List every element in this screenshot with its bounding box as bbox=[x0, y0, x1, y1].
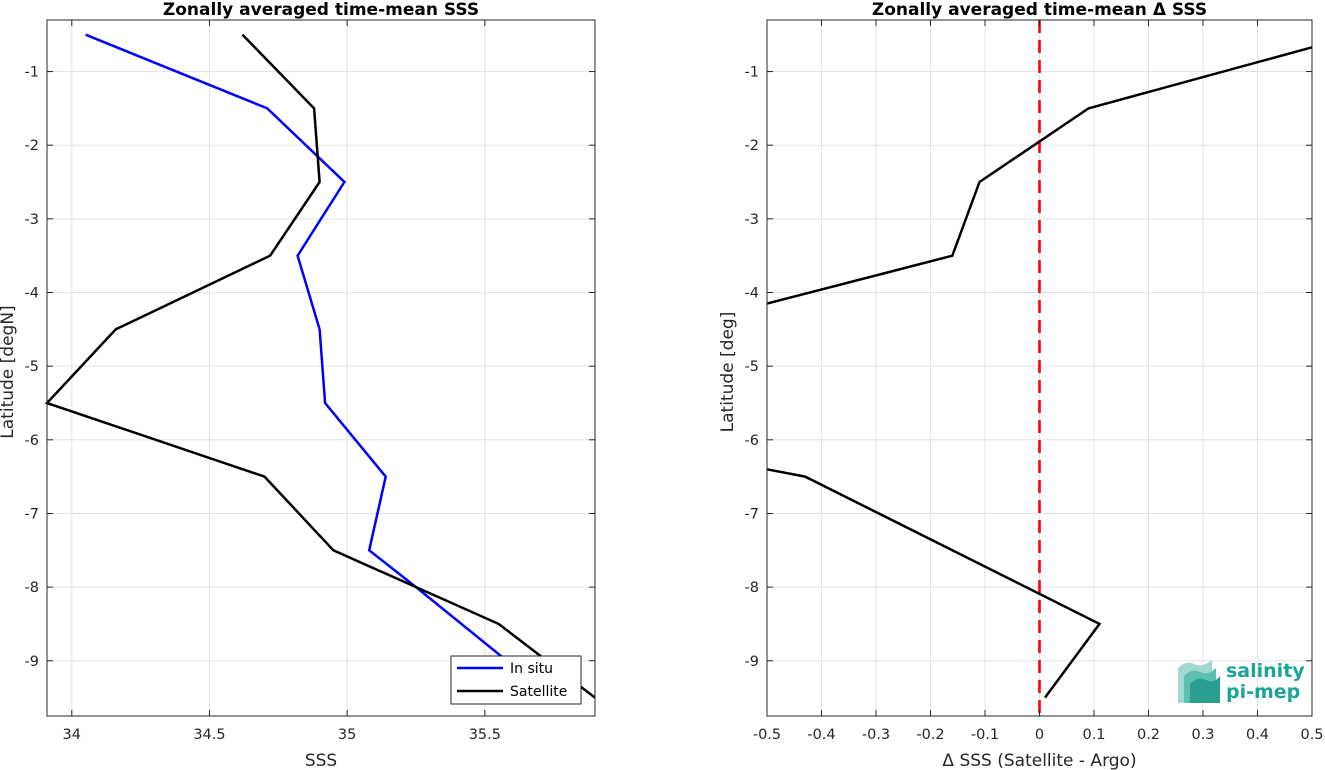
x-tick-label: 0.3 bbox=[1191, 727, 1214, 743]
x-tick-label: 0.5 bbox=[1300, 727, 1323, 743]
y-tick-label: -5 bbox=[25, 359, 39, 375]
x-tick-label: 34 bbox=[63, 727, 81, 743]
y-tick-label: -3 bbox=[745, 212, 759, 228]
x-tick-label: 0.4 bbox=[1246, 727, 1269, 743]
legend-label-in-situ: In situ bbox=[510, 661, 553, 677]
logo-line1: salinity bbox=[1226, 660, 1305, 682]
delta-sss-x-axis-label: Δ SSS (Satellite - Argo) bbox=[942, 751, 1136, 770]
legend: In situ Satellite bbox=[450, 655, 582, 705]
logo-line2: pi-mep bbox=[1226, 681, 1300, 703]
x-tick-label: 35 bbox=[338, 727, 356, 743]
delta-sss-lines bbox=[766, 20, 1313, 716]
sss-ticks: 34 34.5 35 35.5 -1 -2 -3 -4 -5 -6 -7 -8 -9 bbox=[25, 20, 595, 743]
series-line-satellite bbox=[44, 33, 596, 699]
series-line-segment-0 bbox=[766, 46, 1313, 305]
y-tick-label: -6 bbox=[745, 433, 759, 449]
x-tick-label: -0.5 bbox=[753, 727, 781, 743]
legend-box bbox=[450, 655, 582, 705]
sss-y-axis-label: Latitude [degN] bbox=[0, 305, 18, 438]
legend-label-satellite: Satellite bbox=[510, 684, 567, 700]
sss-panel: 34 34.5 35 35.5 -1 -2 -3 -4 -5 -6 -7 -8 -9 Zonally a… bbox=[0, 0, 596, 770]
sss-grid bbox=[47, 20, 595, 716]
delta-sss-y-axis-label: Latitude [deg] bbox=[718, 312, 738, 433]
x-tick-label: 35.5 bbox=[469, 727, 501, 743]
sss-lines bbox=[44, 33, 596, 699]
y-tick-label: -4 bbox=[25, 286, 39, 302]
x-tick-label: 0.1 bbox=[1082, 727, 1105, 743]
sss-axes-frame bbox=[46, 19, 596, 717]
salinity-pi-mep-logo: salinity pi-mep bbox=[1178, 660, 1305, 703]
y-tick-label: -8 bbox=[745, 580, 759, 596]
x-tick-label: 0 bbox=[1035, 727, 1044, 743]
series-line-segment-1 bbox=[766, 468, 1102, 699]
sss-x-axis-label: SSS bbox=[305, 751, 337, 770]
series-line-in-situ bbox=[85, 33, 508, 662]
y-tick-label: -1 bbox=[745, 65, 759, 81]
delta-sss-panel: -0.5 -0.4 -0.3 -0.2 -0.1 0 0.1 0.2 0.3 0.4 0.5 -1 -2… bbox=[718, 0, 1324, 770]
y-tick-label: -3 bbox=[25, 212, 39, 228]
y-tick-label: -1 bbox=[25, 65, 39, 81]
delta-sss-ticks: -0.5 -0.4 -0.3 -0.2 -0.1 0 0.1 0.2 0.3 0.4 0.5 -1 -2… bbox=[745, 20, 1324, 743]
y-tick-label: -7 bbox=[25, 506, 39, 522]
y-tick-label: -4 bbox=[745, 286, 759, 302]
x-tick-label: -0.3 bbox=[862, 727, 890, 743]
x-tick-label: -0.1 bbox=[971, 727, 999, 743]
x-tick-label: 34.5 bbox=[193, 727, 225, 743]
x-tick-label: -0.2 bbox=[916, 727, 944, 743]
y-tick-label: -5 bbox=[745, 359, 759, 375]
y-tick-label: -8 bbox=[25, 580, 39, 596]
y-tick-label: -2 bbox=[745, 138, 759, 154]
sss-chart-title: Zonally averaged time-mean SSS bbox=[163, 0, 479, 20]
wave-logo-icon bbox=[1178, 660, 1220, 703]
x-tick-label: -0.4 bbox=[807, 727, 835, 743]
y-tick-label: -9 bbox=[25, 654, 39, 670]
delta-sss-chart-title: Zonally averaged time-mean Δ SSS bbox=[872, 0, 1207, 20]
y-tick-label: -7 bbox=[745, 506, 759, 522]
y-tick-label: -2 bbox=[25, 138, 39, 154]
x-tick-label: 0.2 bbox=[1137, 727, 1160, 743]
y-tick-label: -6 bbox=[25, 433, 39, 449]
y-tick-label: -9 bbox=[745, 654, 759, 670]
